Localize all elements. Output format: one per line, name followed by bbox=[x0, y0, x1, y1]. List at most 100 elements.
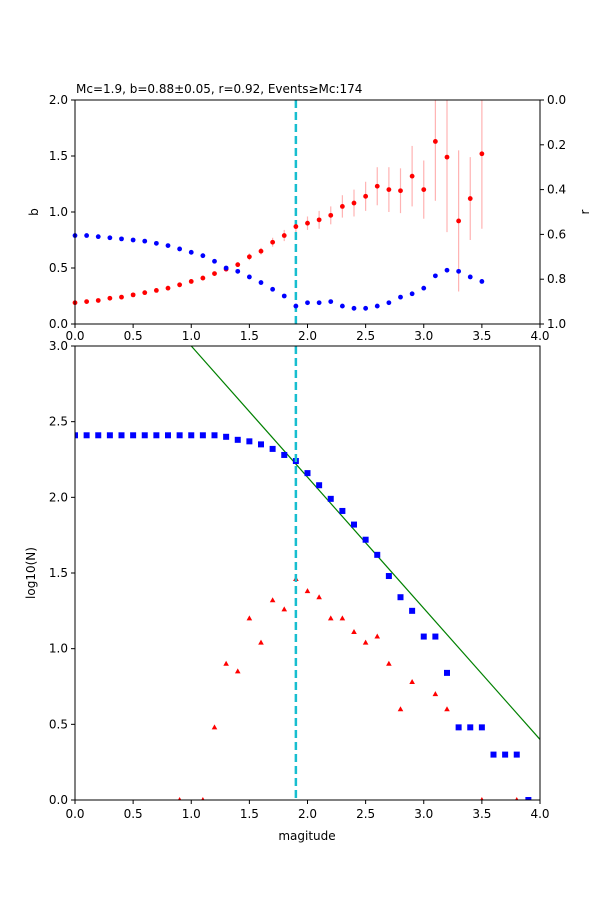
noncumulative-count-point bbox=[362, 639, 369, 645]
cumulative-count-point bbox=[75, 432, 78, 439]
b-value-point bbox=[142, 290, 148, 296]
cumulative-count-point bbox=[269, 445, 276, 452]
r-value-point bbox=[432, 273, 438, 279]
noncumulative-count-point bbox=[223, 660, 229, 666]
b-value-point bbox=[479, 151, 485, 157]
upper-x-tick-label: 0.0 bbox=[65, 329, 84, 343]
upper-y2-tick-label: 0.0 bbox=[547, 93, 566, 107]
upper-y-tick-label: 0.0 bbox=[49, 317, 68, 331]
noncumulative-count-point bbox=[211, 724, 218, 730]
lower-y-tick-label: 3.0 bbox=[49, 339, 68, 353]
b-value-point bbox=[177, 282, 183, 288]
upper-x-tick-label: 1.5 bbox=[240, 329, 259, 343]
upper-y2-tick-label: 0.8 bbox=[547, 272, 566, 286]
cumulative-count-point bbox=[385, 573, 392, 580]
upper-x-tick-label: 0.5 bbox=[124, 329, 143, 343]
r-value-point bbox=[305, 300, 310, 306]
lower-y-tick-label: 2.0 bbox=[49, 490, 68, 504]
r-value-point bbox=[130, 237, 136, 243]
r-value-point bbox=[328, 299, 334, 304]
r-value-point bbox=[479, 279, 485, 284]
cumulative-count-point bbox=[211, 432, 218, 439]
cumulative-count-point bbox=[327, 495, 334, 502]
lower-y-tick-label: 0.5 bbox=[49, 717, 68, 731]
cumulative-count-point bbox=[351, 521, 357, 528]
cumulative-count-point bbox=[478, 724, 485, 731]
upper-y-tick-label: 1.0 bbox=[49, 205, 68, 219]
upper-x-tick-label: 2.0 bbox=[298, 329, 317, 343]
r-value-point bbox=[351, 305, 357, 311]
lower-plot-frame bbox=[74, 345, 541, 801]
cumulative-count-point bbox=[246, 438, 253, 445]
cumulative-count-point bbox=[409, 607, 416, 614]
b-value-point bbox=[351, 200, 357, 206]
cumulative-count-point bbox=[199, 432, 206, 439]
r-value-point bbox=[84, 233, 90, 238]
upper-y2-tick-label: 0.4 bbox=[547, 183, 566, 197]
cumulative-count-point bbox=[176, 432, 183, 439]
upper-x-tick-label: 2.5 bbox=[356, 329, 375, 343]
upper-x-tick-label: 1.0 bbox=[182, 329, 201, 343]
upper-y2-axis-label: r bbox=[578, 209, 592, 214]
r-value-point bbox=[421, 285, 427, 291]
r-value-point bbox=[235, 268, 241, 274]
r-value-point bbox=[281, 293, 287, 299]
r-value-point bbox=[200, 253, 206, 259]
b-value-point bbox=[316, 217, 322, 223]
b-value-point bbox=[188, 279, 194, 284]
cumulative-count-point bbox=[130, 432, 137, 439]
cumulative-count-point bbox=[258, 441, 264, 448]
r-value-point bbox=[339, 303, 345, 309]
noncumulative-count-point bbox=[480, 797, 484, 800]
cumulative-count-point bbox=[374, 551, 381, 558]
noncumulative-count-point bbox=[374, 633, 381, 639]
b-value-point bbox=[398, 188, 403, 194]
upper-plot-title: Mc=1.9, b=0.88±0.05, r=0.92, Events≥Mc:1… bbox=[76, 82, 362, 96]
cumulative-count-point bbox=[165, 432, 171, 439]
cumulative-count-point bbox=[141, 432, 148, 439]
cumulative-count-point bbox=[118, 432, 125, 439]
b-value-point bbox=[200, 275, 206, 281]
cumulative-count-point bbox=[153, 432, 160, 439]
b-value-point bbox=[293, 224, 299, 229]
b-value-point bbox=[153, 288, 159, 293]
noncumulative-count-point bbox=[304, 588, 311, 594]
noncumulative-count-point bbox=[444, 706, 450, 712]
b-value-point bbox=[328, 212, 334, 218]
r-value-point bbox=[95, 234, 101, 240]
cumulative-count-point bbox=[502, 751, 509, 758]
upper-y-tick-label: 1.5 bbox=[49, 149, 68, 163]
cumulative-count-point bbox=[525, 797, 532, 800]
lower-y-axis-label: log10(N) bbox=[24, 547, 38, 599]
r-value-point bbox=[467, 274, 473, 280]
cumulative-count-point bbox=[188, 432, 195, 439]
b-value-point bbox=[339, 204, 345, 209]
b-value-point bbox=[281, 233, 287, 238]
cumulative-count-point bbox=[455, 724, 462, 731]
noncumulative-count-point bbox=[177, 797, 182, 800]
lower-y-tick-label: 0.0 bbox=[49, 793, 68, 807]
cumulative-count-point bbox=[223, 433, 230, 440]
lower-plot-panel: 0.0 0.5 1.0 1.5 2.0 2.5 3.0 3.5 4.0 0.0 0.5 1.0 1.5 2… bbox=[49, 339, 550, 821]
r-value-point bbox=[246, 274, 252, 280]
cumulative-count-point bbox=[339, 507, 346, 514]
noncumulative-count-point bbox=[515, 797, 519, 800]
upper-y-tick-label: 0.5 bbox=[49, 261, 68, 275]
lower-y-tick-label: 1.5 bbox=[49, 566, 68, 580]
lower-x-tick-label: 4.0 bbox=[530, 807, 549, 821]
b-value-point bbox=[165, 285, 171, 291]
r-value-point bbox=[386, 300, 392, 306]
upper-plot-panel: 0.0 0.5 1.0 1.5 2.0 2.5 3.0 3.5 4.0 0.0 0.5 1.0 1.5 2… bbox=[49, 93, 566, 343]
b-value-point bbox=[386, 187, 392, 193]
noncumulative-count-point bbox=[397, 706, 404, 712]
cumulative-count-point bbox=[420, 633, 427, 640]
lower-x-tick-label: 2.0 bbox=[298, 807, 317, 821]
lower-x-tick-label: 3.0 bbox=[414, 807, 433, 821]
b-value-point bbox=[130, 292, 136, 298]
lower-x-tick-label: 2.5 bbox=[356, 807, 375, 821]
cumulative-count-point bbox=[444, 669, 450, 676]
b-value-point bbox=[409, 173, 415, 179]
b-value-point bbox=[84, 299, 90, 304]
b-value-point bbox=[456, 218, 462, 224]
noncumulative-count-point bbox=[201, 797, 205, 800]
